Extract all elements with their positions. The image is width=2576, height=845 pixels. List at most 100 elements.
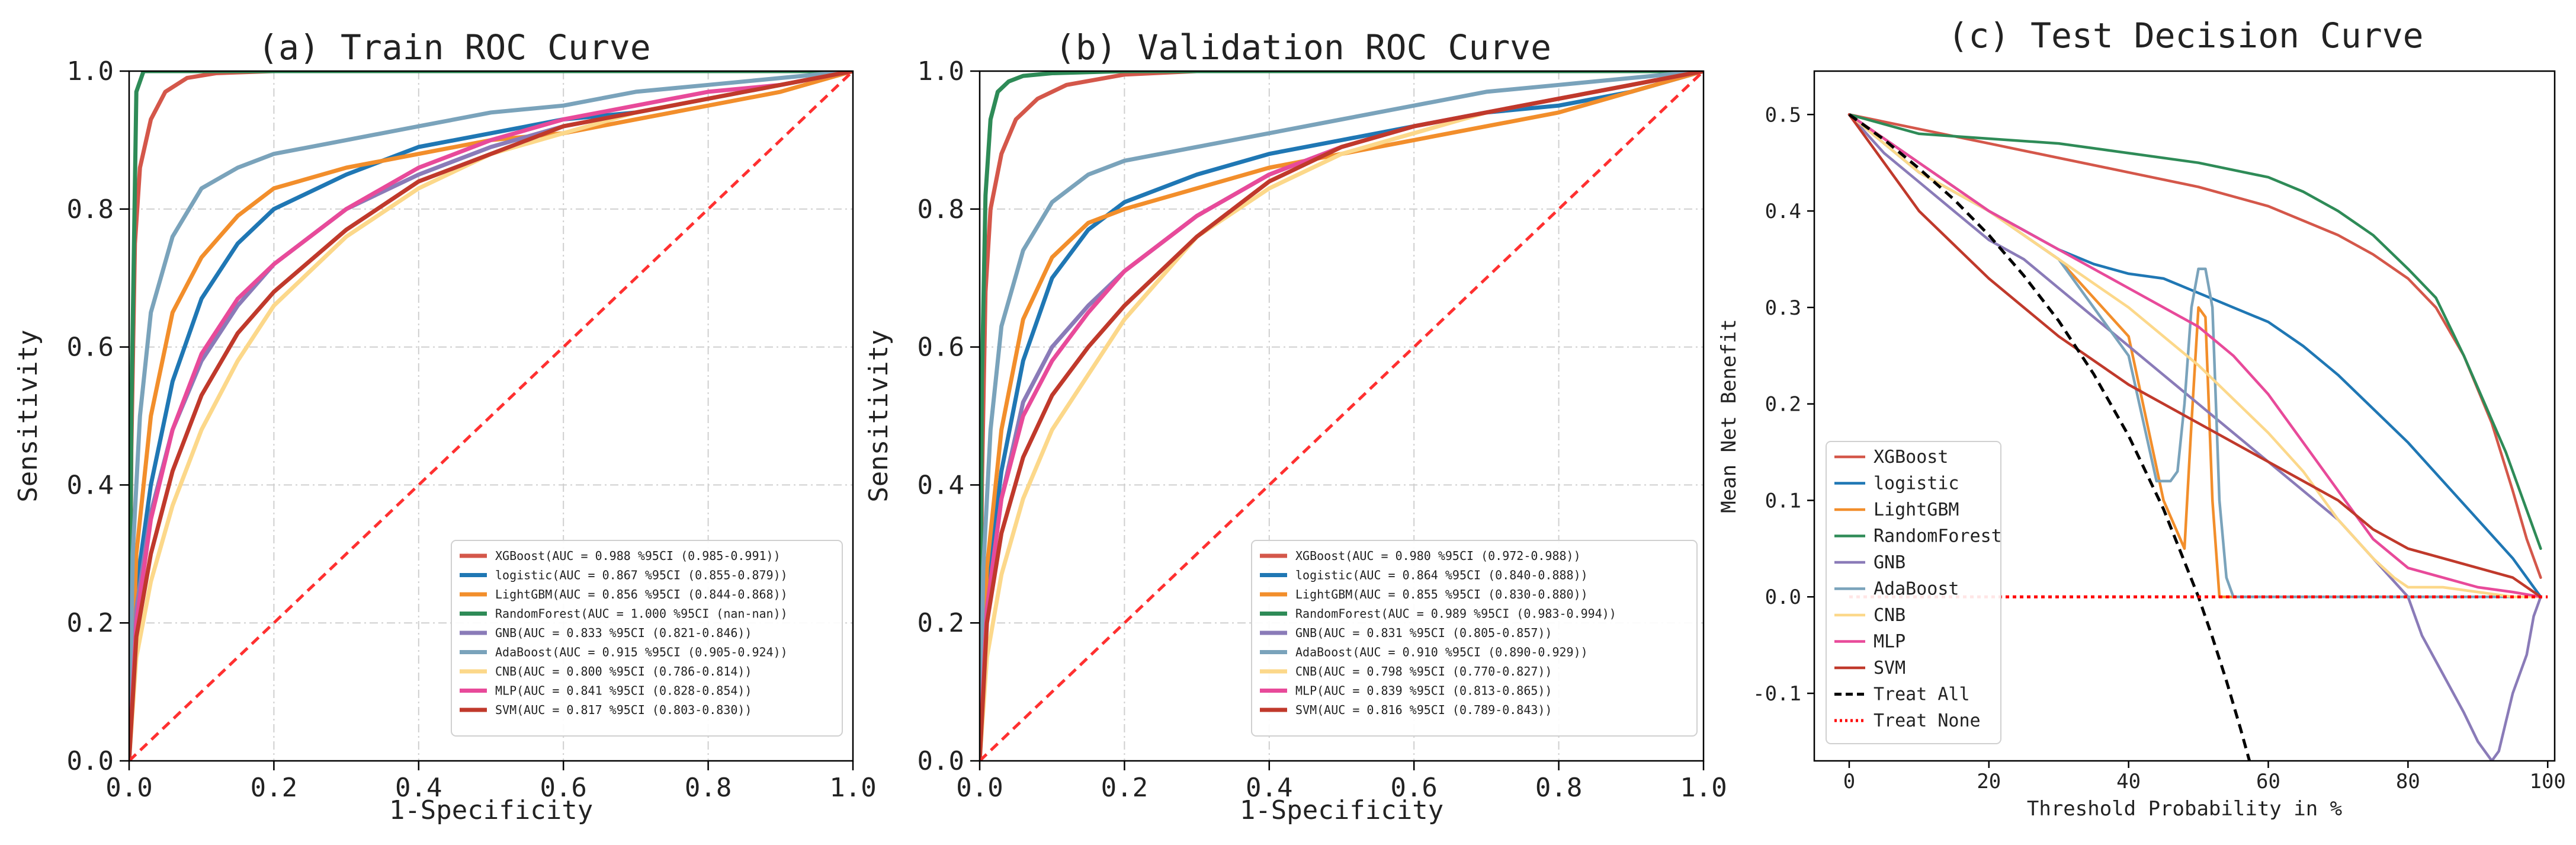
series-line-adaboost [129, 71, 853, 761]
x-tick-label: 0.0 [105, 773, 152, 803]
y-tick-label: 0.1 [1765, 489, 1801, 513]
x-tick-label: 0.4 [1246, 773, 1292, 803]
y-tick-label: 1.0 [918, 56, 964, 87]
legend-label: CNB(AUC = 0.798 %95CI (0.770-0.827)) [1295, 664, 1552, 678]
series-line-cnb [1847, 113, 2542, 598]
x-axis-label: 1-Specificity [389, 795, 593, 825]
axes-frame [128, 70, 854, 762]
legend-label: Treat All [1874, 684, 1970, 705]
legend-label: GNB [1874, 552, 1905, 573]
panel-c-test-decision-curve: 0 20 40 60 80 100 -0.1 0.0 0.1 0.2 0.3 0.4 0.5 (c) Te… [1717, 15, 2566, 821]
series-line-gnb [1847, 113, 2542, 761]
series-line-randomforest [1847, 113, 2542, 550]
legend: XGBoost logistic LightGBM RandomForest GNB Ad… [1826, 441, 2002, 744]
x-tick-label: 0.4 [395, 773, 442, 803]
legend-label: LightGBM [1874, 500, 1959, 520]
legend-box [451, 540, 843, 737]
legend-label: GNB(AUC = 0.831 %95CI (0.805-0.857)) [1295, 626, 1552, 640]
series-group [980, 71, 1704, 761]
legend-label: MLP(AUC = 0.841 %95CI (0.828-0.854)) [495, 684, 752, 698]
legend-label: LightGBM(AUC = 0.856 %95CI (0.844-0.868)… [495, 587, 788, 601]
x-tick-label: 60 [2256, 770, 2280, 793]
x-tick-label: 0.6 [540, 773, 586, 803]
y-tick-label: 0.5 [1765, 103, 1801, 127]
y-tick-label: -0.1 [1753, 682, 1801, 706]
y-tick-label: 0.0 [67, 746, 114, 776]
x-tick-label: 0.8 [685, 773, 732, 803]
y-tick-label: 0.2 [918, 608, 964, 638]
chart-title: (a) Train ROC Curve [258, 27, 650, 68]
legend-box [1251, 540, 1698, 737]
series-line-randomforest [980, 71, 1704, 761]
legend-label: LightGBM(AUC = 0.855 %95CI (0.830-0.880)… [1295, 587, 1588, 601]
legend-label: XGBoost(AUC = 0.980 %95CI (0.972-0.988)) [1295, 549, 1581, 563]
x-tick-label: 0.0 [956, 773, 1003, 803]
legend-label: AdaBoost(AUC = 0.915 %95CI (0.905-0.924)… [495, 645, 788, 660]
legend-label: Treat None [1874, 710, 1981, 731]
series-line-reference-diagonal [980, 71, 1704, 761]
legend-label: XGBoost(AUC = 0.988 %95CI (0.985-0.991)) [495, 549, 781, 563]
series-line-treat-all [1848, 113, 2251, 761]
legend-label: logistic [1874, 473, 1959, 494]
chart-title: (c) Test Decision Curve [1948, 15, 2423, 56]
legend: XGBoost(AUC = 0.980 %95CI (0.972-0.988))… [1251, 540, 1698, 737]
y-tick-label: 0.2 [1765, 393, 1801, 417]
legend-label: XGBoost [1874, 447, 1948, 468]
x-tick-label: 0.6 [1390, 773, 1437, 803]
series-line-svm [1847, 113, 2542, 598]
series-line-lightgbm [129, 71, 853, 761]
y-tick-label: 0.8 [918, 194, 964, 225]
panel-a-train-roc: 0.0 0.2 0.4 0.6 0.8 1.0 0.0 0.2 0.4 0.6 0.8 1.0 (a) … [13, 27, 877, 825]
y-tick-label: 0.6 [918, 332, 964, 363]
series-line-xgboost [1847, 113, 2542, 579]
series-line-adaboost [980, 71, 1704, 761]
legend-label: AdaBoost(AUC = 0.910 %95CI (0.890-0.929)… [1295, 645, 1588, 660]
series-line-randomforest [129, 71, 853, 761]
legend-label: logistic(AUC = 0.867 %95CI (0.855-0.879)… [495, 568, 788, 582]
legend-label: CNB(AUC = 0.800 %95CI (0.786-0.814)) [495, 664, 752, 678]
x-tick-label: 0.2 [251, 773, 297, 803]
legend-label: SVM(AUC = 0.817 %95CI (0.803-0.830)) [495, 703, 752, 717]
series-line-mlp [129, 71, 853, 761]
y-tick-label: 1.0 [67, 56, 114, 87]
y-tick-label: 0.0 [1765, 585, 1801, 609]
panel-b-validation-roc: 0.0 0.2 0.4 0.6 0.8 1.0 0.0 0.2 0.4 0.6 0.8 1.0 (b) … [864, 27, 1727, 825]
y-tick-label: 0.0 [918, 746, 964, 776]
y-tick-label: 0.4 [918, 470, 964, 500]
y-tick-label: 0.4 [67, 470, 114, 500]
series-line-svm [980, 71, 1704, 761]
series-group [129, 71, 853, 761]
y-tick-label: 0.6 [67, 332, 114, 363]
axes-frame [1813, 70, 2556, 762]
series-line-mlp [1847, 113, 2542, 598]
legend-label: MLP(AUC = 0.839 %95CI (0.813-0.865)) [1295, 684, 1552, 698]
chart-title: (b) Validation ROC Curve [1055, 27, 1551, 68]
series-line-svm [129, 71, 853, 761]
x-axis-label: 1-Specificity [1240, 795, 1443, 825]
legend-label: GNB(AUC = 0.833 %95CI (0.821-0.846)) [495, 626, 752, 640]
legend: XGBoost(AUC = 0.988 %95CI (0.985-0.991))… [451, 540, 843, 737]
series-line-logistic [980, 71, 1704, 761]
series-group [1847, 113, 2548, 761]
series-line-lightgbm [980, 71, 1704, 761]
y-tick-label: 0.3 [1765, 296, 1801, 320]
legend-label: RandomForest [1874, 526, 2002, 547]
y-tick-label: 0.8 [67, 194, 114, 225]
x-tick-label: 20 [1977, 770, 2001, 793]
legend-label: RandomForest(AUC = 1.000 %95CI (nan-nan)… [495, 607, 788, 621]
x-axis-label: Threshold Probability in % [2027, 797, 2342, 821]
x-tick-label: 80 [2396, 770, 2420, 793]
x-tick-label: 0 [1843, 770, 1855, 793]
x-tick-label: 1.0 [829, 773, 876, 803]
y-tick-label: 0.2 [67, 608, 114, 638]
series-line-reference-diagonal [129, 71, 853, 761]
x-tick-label: 0.2 [1101, 773, 1148, 803]
x-tick-label: 100 [2529, 770, 2565, 793]
legend-label: logistic(AUC = 0.864 %95CI (0.840-0.888)… [1295, 568, 1588, 582]
axes-frame [979, 70, 1705, 762]
y-axis-label: Sensitivity [13, 329, 43, 502]
legend-label: AdaBoost [1874, 579, 1959, 600]
legend-label: CNB [1874, 605, 1905, 626]
x-tick-label: 1.0 [1680, 773, 1727, 803]
